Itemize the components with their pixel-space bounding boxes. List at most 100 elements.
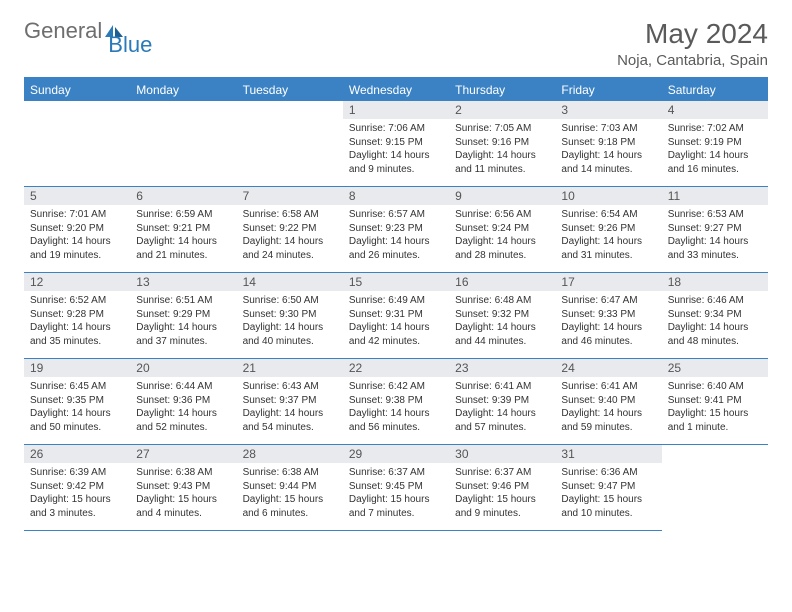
day-number: 30	[449, 445, 555, 463]
daylight-line-1: Daylight: 14 hours	[349, 235, 443, 249]
day-body: Sunrise: 6:39 AMSunset: 9:42 PMDaylight:…	[24, 463, 130, 524]
sunset-line: Sunset: 9:43 PM	[136, 480, 230, 494]
daylight-line-2: and 40 minutes.	[243, 335, 337, 349]
sunrise-line: Sunrise: 7:05 AM	[455, 122, 549, 136]
day-number: 2	[449, 101, 555, 119]
sunrise-line: Sunrise: 6:52 AM	[30, 294, 124, 308]
daylight-line-2: and 50 minutes.	[30, 421, 124, 435]
calendar-cell: 20Sunrise: 6:44 AMSunset: 9:36 PMDayligh…	[130, 359, 236, 445]
sunset-line: Sunset: 9:39 PM	[455, 394, 549, 408]
daylight-line-2: and 31 minutes.	[561, 249, 655, 263]
sunrise-line: Sunrise: 6:37 AM	[349, 466, 443, 480]
daylight-line-1: Daylight: 14 hours	[668, 235, 762, 249]
sunrise-line: Sunrise: 6:54 AM	[561, 208, 655, 222]
daylight-line-2: and 44 minutes.	[455, 335, 549, 349]
day-number: 22	[343, 359, 449, 377]
daylight-line-2: and 42 minutes.	[349, 335, 443, 349]
day-body: Sunrise: 6:50 AMSunset: 9:30 PMDaylight:…	[237, 291, 343, 352]
daylight-line-2: and 48 minutes.	[668, 335, 762, 349]
day-number: 10	[555, 187, 661, 205]
daylight-line-1: Daylight: 14 hours	[30, 407, 124, 421]
sunrise-line: Sunrise: 6:58 AM	[243, 208, 337, 222]
sunrise-line: Sunrise: 6:50 AM	[243, 294, 337, 308]
daylight-line-1: Daylight: 14 hours	[561, 149, 655, 163]
day-number: 1	[343, 101, 449, 119]
day-number: 13	[130, 273, 236, 291]
day-number: 3	[555, 101, 661, 119]
sunset-line: Sunset: 9:27 PM	[668, 222, 762, 236]
day-body: Sunrise: 6:36 AMSunset: 9:47 PMDaylight:…	[555, 463, 661, 524]
weekday-header: Saturday	[662, 79, 768, 101]
daylight-line-2: and 57 minutes.	[455, 421, 549, 435]
day-number: 8	[343, 187, 449, 205]
weekday-header: Wednesday	[343, 79, 449, 101]
day-number: 20	[130, 359, 236, 377]
calendar-cell-empty	[130, 101, 236, 187]
day-number: 4	[662, 101, 768, 119]
calendar-cell: 5Sunrise: 7:01 AMSunset: 9:20 PMDaylight…	[24, 187, 130, 273]
calendar: SundayMondayTuesdayWednesdayThursdayFrid…	[24, 77, 768, 531]
sunrise-line: Sunrise: 6:42 AM	[349, 380, 443, 394]
sunrise-line: Sunrise: 6:38 AM	[136, 466, 230, 480]
sunset-line: Sunset: 9:45 PM	[349, 480, 443, 494]
daylight-line-2: and 37 minutes.	[136, 335, 230, 349]
day-body: Sunrise: 6:43 AMSunset: 9:37 PMDaylight:…	[237, 377, 343, 438]
daylight-line-2: and 6 minutes.	[243, 507, 337, 521]
daylight-line-1: Daylight: 14 hours	[561, 407, 655, 421]
day-body: Sunrise: 6:41 AMSunset: 9:40 PMDaylight:…	[555, 377, 661, 438]
logo-word-1: General	[24, 18, 102, 44]
sunset-line: Sunset: 9:31 PM	[349, 308, 443, 322]
daylight-line-1: Daylight: 14 hours	[136, 321, 230, 335]
sunset-line: Sunset: 9:47 PM	[561, 480, 655, 494]
day-body: Sunrise: 6:42 AMSunset: 9:38 PMDaylight:…	[343, 377, 449, 438]
daylight-line-2: and 33 minutes.	[668, 249, 762, 263]
day-number: 18	[662, 273, 768, 291]
day-number: 5	[24, 187, 130, 205]
header-row: General Blue May 2024 Noja, Cantabria, S…	[24, 18, 768, 69]
daylight-line-1: Daylight: 14 hours	[136, 235, 230, 249]
calendar-cell-empty	[24, 101, 130, 187]
weekday-header: Tuesday	[237, 79, 343, 101]
daylight-line-2: and 7 minutes.	[349, 507, 443, 521]
day-body: Sunrise: 6:46 AMSunset: 9:34 PMDaylight:…	[662, 291, 768, 352]
daylight-line-2: and 1 minute.	[668, 421, 762, 435]
calendar-cell: 1Sunrise: 7:06 AMSunset: 9:15 PMDaylight…	[343, 101, 449, 187]
sunrise-line: Sunrise: 6:49 AM	[349, 294, 443, 308]
daylight-line-1: Daylight: 15 hours	[30, 493, 124, 507]
daylight-line-2: and 10 minutes.	[561, 507, 655, 521]
sunset-line: Sunset: 9:24 PM	[455, 222, 549, 236]
day-body: Sunrise: 6:37 AMSunset: 9:46 PMDaylight:…	[449, 463, 555, 524]
sunrise-line: Sunrise: 6:41 AM	[561, 380, 655, 394]
daylight-line-2: and 3 minutes.	[30, 507, 124, 521]
daylight-line-2: and 16 minutes.	[668, 163, 762, 177]
calendar-cell: 16Sunrise: 6:48 AMSunset: 9:32 PMDayligh…	[449, 273, 555, 359]
sunset-line: Sunset: 9:23 PM	[349, 222, 443, 236]
daylight-line-1: Daylight: 14 hours	[349, 407, 443, 421]
day-number: 26	[24, 445, 130, 463]
sunrise-line: Sunrise: 7:01 AM	[30, 208, 124, 222]
calendar-cell: 29Sunrise: 6:37 AMSunset: 9:45 PMDayligh…	[343, 445, 449, 531]
daylight-line-1: Daylight: 14 hours	[349, 321, 443, 335]
sunrise-line: Sunrise: 6:37 AM	[455, 466, 549, 480]
day-body: Sunrise: 6:58 AMSunset: 9:22 PMDaylight:…	[237, 205, 343, 266]
daylight-line-1: Daylight: 14 hours	[243, 235, 337, 249]
calendar-cell: 7Sunrise: 6:58 AMSunset: 9:22 PMDaylight…	[237, 187, 343, 273]
sunrise-line: Sunrise: 6:39 AM	[30, 466, 124, 480]
day-body: Sunrise: 6:51 AMSunset: 9:29 PMDaylight:…	[130, 291, 236, 352]
day-body: Sunrise: 6:56 AMSunset: 9:24 PMDaylight:…	[449, 205, 555, 266]
sunset-line: Sunset: 9:19 PM	[668, 136, 762, 150]
day-body: Sunrise: 7:06 AMSunset: 9:15 PMDaylight:…	[343, 119, 449, 180]
sunset-line: Sunset: 9:33 PM	[561, 308, 655, 322]
sunset-line: Sunset: 9:37 PM	[243, 394, 337, 408]
day-body: Sunrise: 6:37 AMSunset: 9:45 PMDaylight:…	[343, 463, 449, 524]
daylight-line-2: and 52 minutes.	[136, 421, 230, 435]
calendar-cell: 18Sunrise: 6:46 AMSunset: 9:34 PMDayligh…	[662, 273, 768, 359]
day-number: 12	[24, 273, 130, 291]
sunrise-line: Sunrise: 6:51 AM	[136, 294, 230, 308]
calendar-cell: 28Sunrise: 6:38 AMSunset: 9:44 PMDayligh…	[237, 445, 343, 531]
sunrise-line: Sunrise: 6:36 AM	[561, 466, 655, 480]
sunrise-line: Sunrise: 6:59 AM	[136, 208, 230, 222]
day-body: Sunrise: 6:57 AMSunset: 9:23 PMDaylight:…	[343, 205, 449, 266]
sunset-line: Sunset: 9:32 PM	[455, 308, 549, 322]
day-body: Sunrise: 6:54 AMSunset: 9:26 PMDaylight:…	[555, 205, 661, 266]
